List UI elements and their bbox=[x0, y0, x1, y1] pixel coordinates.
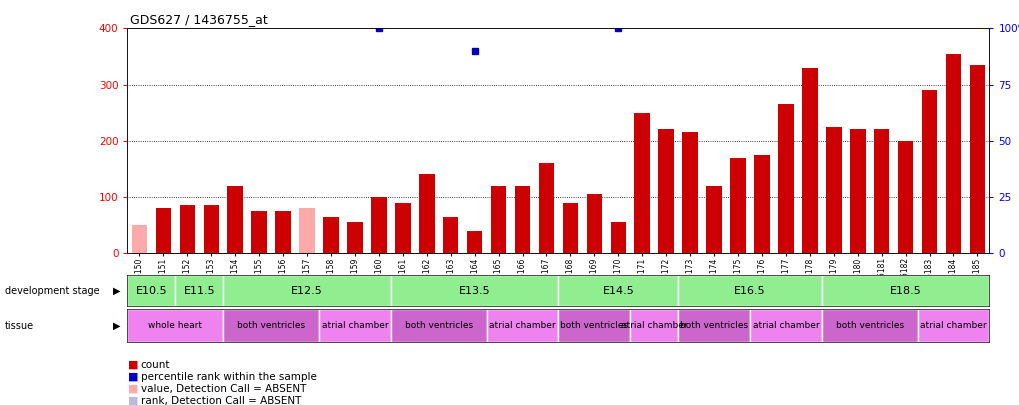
Bar bbox=[127, 275, 175, 306]
Text: rank, Detection Call = ABSENT: rank, Detection Call = ABSENT bbox=[141, 396, 301, 405]
Bar bbox=[821, 275, 988, 306]
Bar bbox=[678, 275, 821, 306]
Bar bbox=[223, 275, 390, 306]
Text: ■: ■ bbox=[127, 360, 138, 369]
Bar bbox=[127, 309, 223, 342]
Bar bbox=[921, 90, 936, 253]
Text: E14.5: E14.5 bbox=[602, 286, 634, 296]
Text: atrial chamber: atrial chamber bbox=[752, 321, 818, 330]
Text: development stage: development stage bbox=[5, 286, 100, 296]
Text: atrial chamber: atrial chamber bbox=[489, 321, 555, 330]
Text: count: count bbox=[141, 360, 170, 369]
Text: E16.5: E16.5 bbox=[734, 286, 765, 296]
Bar bbox=[678, 309, 749, 342]
Bar bbox=[251, 211, 267, 253]
Bar bbox=[156, 208, 171, 253]
Text: value, Detection Call = ABSENT: value, Detection Call = ABSENT bbox=[141, 384, 306, 394]
Bar bbox=[175, 275, 223, 306]
Text: atrial chamber: atrial chamber bbox=[621, 321, 687, 330]
Text: both ventricles: both ventricles bbox=[680, 321, 747, 330]
Text: both ventricles: both ventricles bbox=[835, 321, 903, 330]
Bar bbox=[634, 113, 649, 253]
Text: atrial chamber: atrial chamber bbox=[321, 321, 388, 330]
Bar bbox=[630, 309, 678, 342]
Bar bbox=[917, 309, 988, 342]
Bar bbox=[223, 309, 319, 342]
Bar bbox=[749, 309, 821, 342]
Bar bbox=[538, 163, 553, 253]
Text: GDS627 / 1436755_at: GDS627 / 1436755_at bbox=[129, 13, 267, 26]
Text: both ventricles: both ventricles bbox=[559, 321, 628, 330]
Text: tissue: tissue bbox=[5, 321, 35, 330]
Bar bbox=[705, 185, 721, 253]
Bar bbox=[873, 130, 889, 253]
Bar bbox=[515, 185, 530, 253]
Bar bbox=[346, 222, 363, 253]
Text: ■: ■ bbox=[127, 384, 138, 394]
Bar bbox=[586, 194, 601, 253]
Text: ■: ■ bbox=[127, 396, 138, 405]
Bar bbox=[419, 175, 434, 253]
Bar bbox=[849, 130, 865, 253]
Text: ■: ■ bbox=[127, 372, 138, 382]
Text: E12.5: E12.5 bbox=[290, 286, 323, 296]
Bar bbox=[204, 205, 219, 253]
Bar bbox=[969, 65, 984, 253]
Bar bbox=[730, 158, 745, 253]
Bar bbox=[390, 275, 558, 306]
Bar bbox=[801, 68, 817, 253]
Bar bbox=[179, 205, 195, 253]
Text: whole heart: whole heart bbox=[148, 321, 202, 330]
Bar bbox=[562, 202, 578, 253]
Text: ▶: ▶ bbox=[113, 321, 120, 330]
Bar bbox=[777, 104, 793, 253]
Bar bbox=[323, 217, 338, 253]
Bar bbox=[821, 309, 917, 342]
Bar bbox=[319, 309, 390, 342]
Bar bbox=[371, 197, 386, 253]
Text: E10.5: E10.5 bbox=[136, 286, 167, 296]
Bar bbox=[657, 130, 674, 253]
Bar bbox=[945, 53, 960, 253]
Bar bbox=[390, 309, 486, 342]
Text: E13.5: E13.5 bbox=[459, 286, 490, 296]
Text: both ventricles: both ventricles bbox=[236, 321, 305, 330]
Bar bbox=[467, 231, 482, 253]
Bar bbox=[825, 127, 841, 253]
Bar bbox=[394, 202, 411, 253]
Bar bbox=[275, 211, 290, 253]
Bar bbox=[558, 309, 630, 342]
Bar bbox=[299, 208, 315, 253]
Text: ▶: ▶ bbox=[113, 286, 120, 296]
Text: percentile rank within the sample: percentile rank within the sample bbox=[141, 372, 316, 382]
Text: E11.5: E11.5 bbox=[183, 286, 215, 296]
Bar bbox=[227, 185, 243, 253]
Bar bbox=[442, 217, 459, 253]
Bar bbox=[610, 222, 626, 253]
Bar bbox=[753, 155, 769, 253]
Bar bbox=[682, 132, 697, 253]
Text: both ventricles: both ventricles bbox=[405, 321, 473, 330]
Bar bbox=[490, 185, 505, 253]
Text: E18.5: E18.5 bbox=[889, 286, 920, 296]
Bar bbox=[131, 225, 147, 253]
Bar bbox=[486, 309, 558, 342]
Text: atrial chamber: atrial chamber bbox=[919, 321, 985, 330]
Bar bbox=[558, 275, 678, 306]
Bar bbox=[897, 141, 912, 253]
